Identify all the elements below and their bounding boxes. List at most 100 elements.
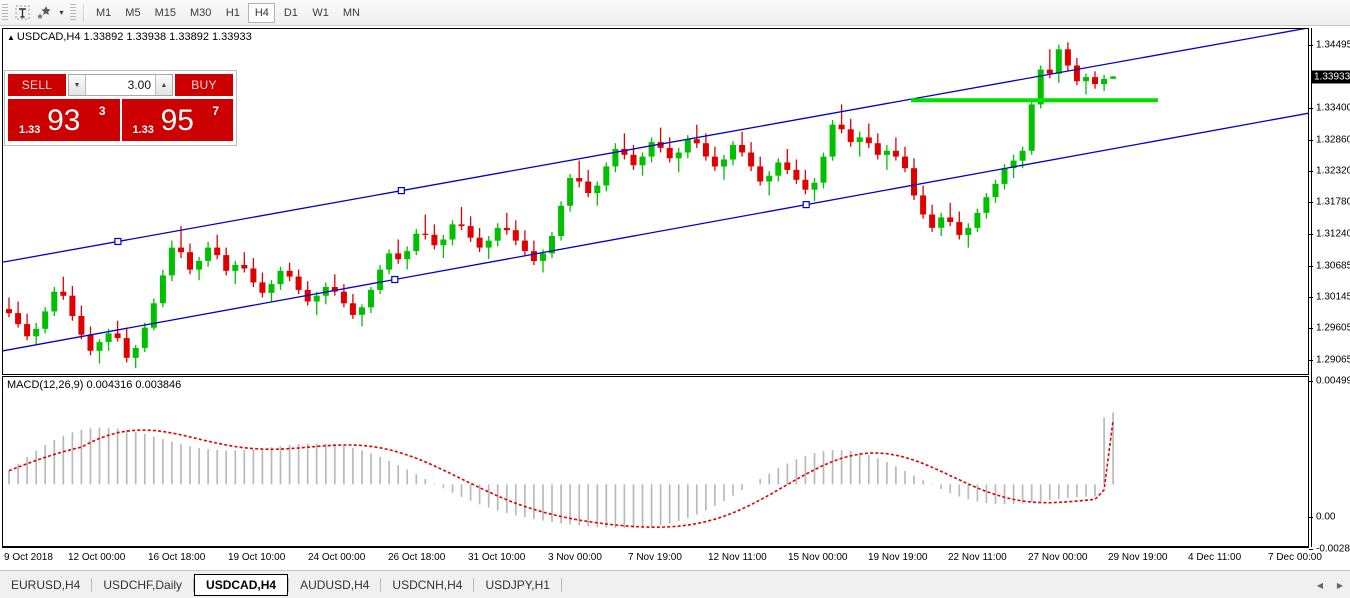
price-axis-label: 1.31780 — [1316, 196, 1350, 208]
time-axis-label: 12 Nov 11:00 — [708, 552, 767, 563]
price-axis-label: 1.32320 — [1316, 165, 1350, 177]
chart-tab-usdchf-daily[interactable]: USDCHF,Daily — [103, 578, 183, 592]
tab-separator — [560, 578, 562, 592]
time-axis-label: 7 Dec 00:00 — [1268, 552, 1322, 563]
trade-panel-controls: SELL ▼ 3.00 ▲ BUY — [5, 71, 236, 99]
time-axis-label: 26 Oct 18:00 — [388, 552, 446, 563]
chart-symbol-header: ▲ USDCAD,H4 1.33892 1.33938 1.33892 1.339… — [7, 31, 252, 43]
sell-button[interactable]: SELL — [8, 74, 66, 96]
macd-axis-label: -0.002868 — [1316, 543, 1350, 555]
timeframe-mn[interactable]: MN — [342, 6, 360, 19]
buy-button[interactable]: BUY — [175, 74, 233, 96]
chart-tab-usdjpy-h1[interactable]: USDJPY,H1 — [485, 578, 550, 592]
time-axis-label: 29 Nov 19:00 — [1108, 552, 1168, 563]
price-scale-axis[interactable]: 1.34495 1.33933 1.33400 1.32860 1.32320 1.317… — [1309, 28, 1350, 555]
chart-tab-usdcnh-h4[interactable]: USDCNH,H4 — [392, 578, 463, 592]
macd-signal-line — [8, 420, 1114, 528]
volume-decrement-icon[interactable]: ▼ — [69, 75, 86, 95]
macd-chart-svg — [8, 412, 1114, 529]
macd-label: MACD(12,26,9) 0.004316 0.003846 — [7, 379, 182, 391]
tab-separator — [91, 578, 93, 592]
chart-symbol-ohlc: USDCAD,H4 1.33892 1.33938 1.33892 1.3393… — [16, 31, 252, 43]
time-axis-label: 9 Oct 2018 — [4, 552, 53, 563]
volume-stepper[interactable]: ▼ 3.00 ▲ — [68, 74, 173, 96]
macd-pane[interactable]: MACD(12,26,9) 0.004316 0.003846 — [2, 376, 1309, 547]
timeframe-w1[interactable]: W1 — [312, 6, 329, 19]
toolbar-grip-1[interactable] — [2, 3, 8, 22]
chart-tab-bar: EURUSD,H4 USDCHF,Daily USDCAD,H4 AUDUSD,H4 U… — [0, 570, 1350, 598]
trade-panel-quotes: 1.33 93 3 1.33 95 7 — [5, 99, 236, 144]
tab-separator — [288, 578, 290, 592]
time-scale-axis[interactable]: 9 Oct 2018 12 Oct 00:00 16 Oct 18:00 19 Oct… — [2, 547, 1322, 568]
text-cursor-icon[interactable] — [11, 3, 33, 23]
sell-price-fraction: 3 — [98, 104, 106, 118]
time-axis-label: 7 Nov 19:00 — [628, 552, 682, 563]
axis-tick — [1309, 517, 1313, 518]
chart-area: ▲ USDCAD,H4 1.33892 1.33938 1.33892 1.339… — [0, 26, 1350, 570]
timeframe-m30[interactable]: M30 — [189, 6, 212, 19]
price-axis-label: 1.31240 — [1316, 228, 1350, 239]
main-toolbar: ▾ M1 M5 M15 M30 H1 H4 D1 W1 MN — [0, 0, 1350, 26]
axis-tick — [1309, 139, 1313, 141]
price-axis-label: 1.34495 — [1316, 39, 1350, 51]
axis-tick — [1309, 328, 1313, 330]
price-axis-label: 1.30685 — [1316, 260, 1350, 272]
chart-tab-usdcad-h4[interactable]: USDCAD,H4 — [194, 574, 289, 596]
candlestick-series — [6, 42, 1117, 369]
templates-icon[interactable] — [33, 3, 55, 23]
volume-input[interactable]: 3.00 — [127, 78, 151, 92]
tab-separator — [473, 578, 475, 592]
macd-axis-label: 0.00 — [1316, 511, 1336, 523]
tab-scroll-left-icon[interactable]: ◀ — [1316, 580, 1324, 590]
macd-histogram — [8, 412, 1114, 529]
time-axis-label: 31 Oct 10:00 — [468, 552, 526, 563]
collapse-triangle-icon[interactable]: ▲ — [7, 33, 15, 42]
time-axis-label: 15 Nov 00:00 — [788, 552, 848, 563]
volume-increment-icon[interactable]: ▲ — [155, 75, 172, 95]
time-axis-label: 24 Oct 00:00 — [308, 552, 366, 563]
time-axis-label: 19 Nov 19:00 — [868, 552, 928, 563]
price-axis-label: 1.30145 — [1316, 291, 1350, 303]
time-axis-label: 19 Oct 10:00 — [228, 552, 286, 563]
price-axis-label: 1.29605 — [1316, 322, 1350, 334]
time-axis-label: 27 Nov 00:00 — [1028, 552, 1088, 563]
price-chart-svg — [3, 29, 1308, 369]
templates-dropdown-caret[interactable]: ▾ — [59, 8, 64, 17]
timeframe-m15[interactable]: M15 — [154, 6, 176, 19]
timeframe-h1[interactable]: H1 — [225, 6, 240, 19]
tab-scroll-right-icon[interactable]: ▶ — [1336, 580, 1344, 590]
timeframe-d1[interactable]: D1 — [283, 6, 298, 19]
tab-separator — [193, 578, 195, 592]
sell-price-quote[interactable]: 1.33 93 3 — [8, 99, 120, 141]
sell-price-main: 93 — [47, 103, 81, 137]
price-axis-label: 1.33400 — [1316, 102, 1350, 114]
current-price-label: 1.33933 — [1312, 70, 1350, 84]
timeframe-m5[interactable]: M5 — [125, 6, 141, 19]
one-click-trading-panel[interactable]: SELL ▼ 3.00 ▲ BUY 1.33 93 3 1.33 95 7 — [4, 70, 237, 146]
time-axis-label: 4 Dec 11:00 — [1188, 552, 1242, 563]
macd-axis-label: 0.004999 — [1316, 375, 1350, 387]
timeframe-m1[interactable]: M1 — [96, 6, 112, 19]
chart-tab-audusd-h4[interactable]: AUDUSD,H4 — [300, 578, 370, 592]
time-axis-label: 22 Nov 11:00 — [948, 552, 1007, 563]
buy-price-fraction: 7 — [212, 104, 219, 118]
axis-divider-macd — [1311, 376, 1312, 547]
axis-divider-price — [1311, 28, 1312, 376]
time-axis-label: 12 Oct 00:00 — [68, 552, 126, 563]
axis-tick — [1309, 108, 1313, 110]
axis-tick — [1309, 381, 1313, 382]
axis-tick — [1309, 170, 1313, 172]
buy-price-quote[interactable]: 1.33 95 7 — [121, 99, 233, 141]
time-axis-label: 3 Nov 00:00 — [548, 552, 602, 563]
sell-price-prefix: 1.33 — [19, 124, 41, 136]
axis-tick — [1309, 202, 1313, 204]
chart-tab-eurusd-h4[interactable]: EURUSD,H4 — [11, 578, 81, 592]
axis-tick — [1309, 44, 1313, 46]
toolbar-grip-2[interactable] — [70, 3, 76, 22]
axis-tick — [1309, 265, 1313, 267]
timeframe-h4[interactable]: H4 — [248, 2, 276, 23]
buy-price-prefix: 1.33 — [132, 124, 154, 136]
time-axis-label: 16 Oct 18:00 — [148, 552, 206, 563]
tab-separator — [380, 578, 382, 592]
